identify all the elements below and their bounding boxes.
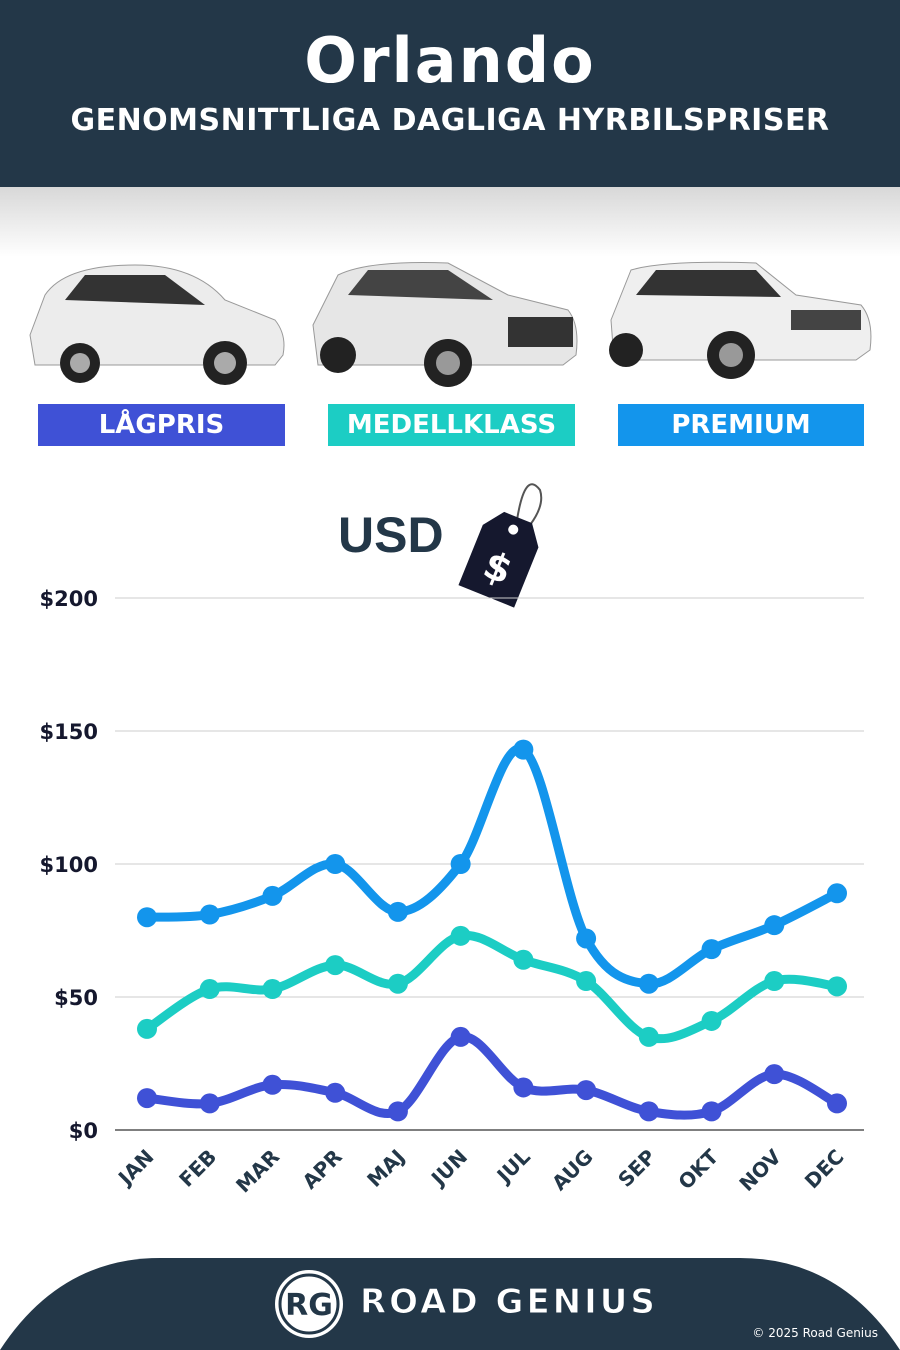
x-tick-label: MAJ: [362, 1145, 409, 1192]
data-point: [701, 1010, 722, 1031]
y-tick-label: $0: [69, 1119, 98, 1143]
data-point: [137, 907, 157, 928]
data-point: [137, 1018, 157, 1039]
x-tick-label: APR: [298, 1145, 347, 1194]
midsize-car-image: [312, 262, 578, 387]
data-point: [325, 1082, 346, 1103]
data-point: [199, 904, 220, 925]
brand-name: ROAD GENIUS: [360, 1282, 658, 1323]
badge-economy: LÅGPRIS: [38, 404, 285, 446]
x-tick-label: OKT: [673, 1144, 723, 1194]
data-point: [387, 973, 408, 994]
data-point: [827, 976, 847, 997]
copyright: © 2025 Road Genius: [752, 1326, 878, 1340]
series-line-lågpris: [142, 1032, 842, 1120]
data-point: [701, 1101, 722, 1122]
y-tick-label: $150: [40, 720, 98, 744]
x-tick-label: MAR: [231, 1145, 284, 1198]
data-point: [262, 1074, 283, 1095]
data-point: [827, 883, 847, 904]
data-point: [325, 854, 346, 874]
line-chart: $0 $50 $100 $150 $200 JAN FEB MAR APR MAJ JUN JUL AU…: [40, 587, 864, 1198]
data-point: [199, 1093, 220, 1114]
page-title: Orlando: [304, 24, 596, 97]
data-point: [576, 1080, 597, 1101]
road-genius-logo: RG: [275, 1270, 343, 1338]
x-tick-label: DEC: [800, 1145, 849, 1194]
data-point: [387, 1101, 408, 1122]
footer: [0, 1258, 900, 1350]
data-point: [450, 854, 471, 874]
data-point: [325, 955, 346, 976]
y-tick-label: $100: [40, 853, 98, 877]
data-point: [513, 739, 534, 760]
data-point: [764, 915, 785, 936]
logo-text: RG: [285, 1288, 333, 1323]
data-point: [387, 901, 408, 922]
data-point: [576, 928, 597, 949]
header-shadow: [0, 187, 900, 257]
y-tick-label: $200: [40, 587, 98, 611]
badge-midsize: MEDELLKLASS: [328, 404, 575, 446]
badge-premium: PREMIUM: [618, 404, 864, 446]
header: Orlando GENOMSNITTLIGA DAGLIGA HYRBILSPR…: [0, 0, 900, 187]
data-point: [701, 939, 722, 960]
x-tick-label: JAN: [112, 1145, 158, 1191]
data-point: [827, 1093, 847, 1114]
data-point: [764, 971, 785, 992]
data-point: [513, 1077, 534, 1098]
data-point: [638, 973, 659, 994]
data-point: [450, 925, 471, 946]
x-tick-label: JUN: [425, 1145, 472, 1192]
data-point: [450, 1026, 471, 1047]
data-point: [764, 1064, 785, 1085]
page-subtitle: GENOMSNITTLIGA DAGLIGA HYRBILSPRISER: [70, 103, 830, 138]
currency-label: USD: [338, 507, 444, 563]
premium-car-image: [609, 261, 872, 379]
series-line-medellklass: [142, 930, 842, 1044]
data-point: [576, 971, 597, 992]
data-point: [638, 1026, 659, 1047]
x-tick-label: FEB: [174, 1145, 221, 1192]
price-tag-icon: $: [458, 483, 543, 608]
data-point: [513, 949, 534, 970]
data-point: [638, 1101, 659, 1122]
x-tick-label: AUG: [547, 1145, 598, 1196]
x-tick-label: SEP: [613, 1145, 660, 1192]
data-point: [262, 979, 283, 1000]
x-tick-label: NOV: [734, 1144, 786, 1196]
x-tick-label: JUL: [491, 1144, 535, 1188]
data-point: [199, 979, 220, 1000]
data-point: [262, 885, 283, 906]
economy-car-image: [29, 264, 285, 385]
y-tick-label: $50: [54, 986, 98, 1010]
data-point: [137, 1088, 157, 1109]
